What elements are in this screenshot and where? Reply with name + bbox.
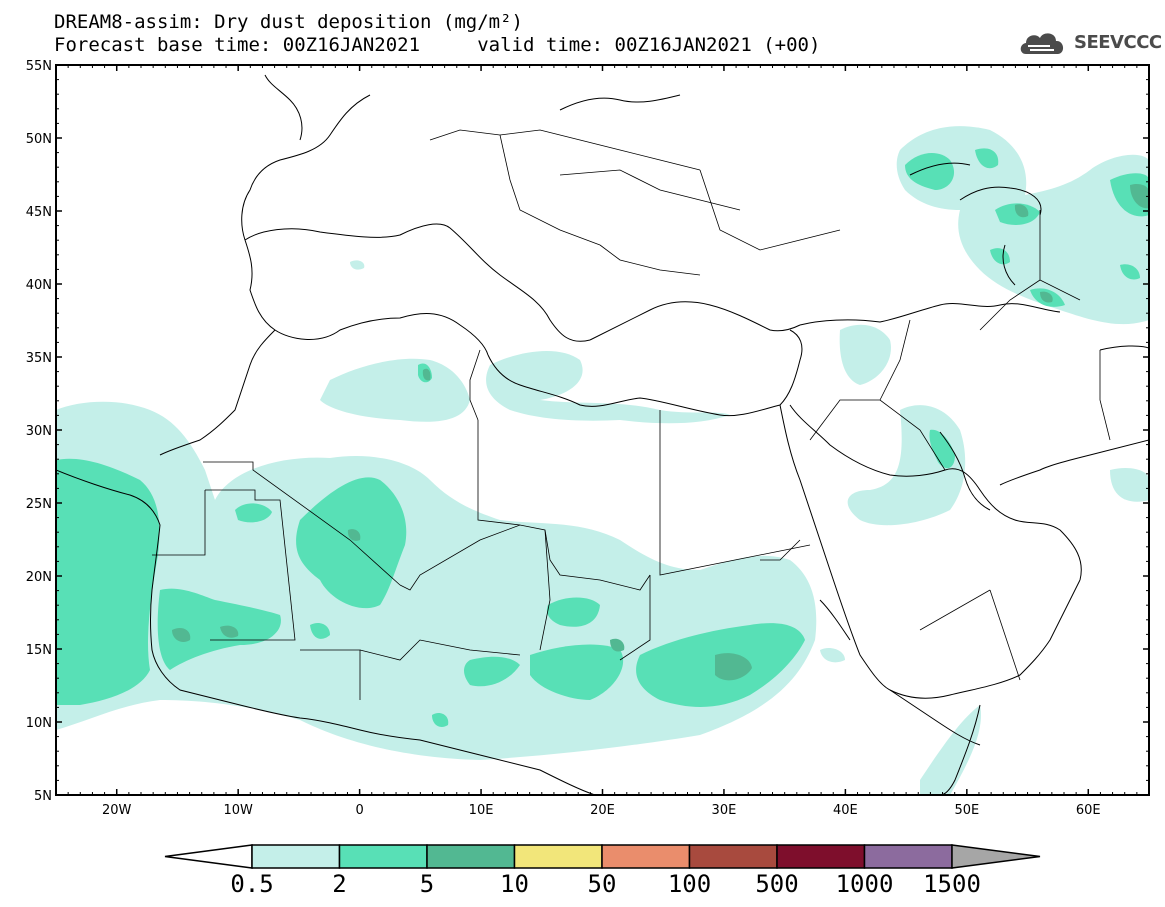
lat-label: 50N (26, 132, 52, 147)
colorbar-swatch (251, 844, 341, 869)
lon-label: 0 (355, 803, 363, 818)
lat-label: 55N (26, 59, 52, 74)
lat-label: 30N (26, 424, 52, 439)
colorbar-label: 1000 (836, 870, 894, 898)
colorbar-swatch (513, 844, 603, 869)
lat-label: 25N (26, 497, 52, 512)
colorbar-over-arrow (951, 844, 1041, 869)
lat-label: 10N (26, 716, 52, 731)
lat-label: 35N (26, 351, 52, 366)
colorbar-label: 0.5 (230, 870, 273, 898)
lon-label: 20W (102, 803, 132, 818)
colorbar-label: 5 (420, 870, 434, 898)
cloud-icon (1020, 33, 1064, 54)
lat-label: 45N (26, 205, 52, 220)
lat-label: 5N (34, 789, 52, 804)
seevccc-logo: SEEVCCC (1018, 26, 1162, 62)
colorbar-under-arrow (164, 844, 253, 869)
colorbar-label: 10 (500, 870, 529, 898)
colorbar-label: 2 (332, 870, 346, 898)
logo-text: SEEVCCC (1074, 32, 1162, 53)
lon-label: 20E (590, 803, 615, 818)
country-borders (152, 129, 1111, 700)
colorbar-swatch (601, 844, 691, 869)
lat-label: 15N (26, 643, 52, 658)
lon-label: 60E (1076, 803, 1101, 818)
lon-label: 10W (223, 803, 253, 818)
colorbar-swatch (426, 844, 516, 869)
dust-deposition-field (56, 126, 1149, 795)
colorbar-label: 50 (588, 870, 617, 898)
colorbar-label: 100 (668, 870, 711, 898)
colorbar-legend: 0.5 2 5 10 50 100 500 1000 1500 (164, 844, 1041, 898)
colorbar-label: 500 (755, 870, 798, 898)
lon-label: 50E (954, 803, 979, 818)
lat-label: 40N (26, 278, 52, 293)
colorbar-swatch (863, 844, 953, 869)
map-title: DREAM8-assim: Dry dust deposition (mg/m²… (54, 11, 523, 33)
coastlines (56, 74, 1149, 795)
forecast-time-subtitle: Forecast base time: 00Z16JAN2021 valid t… (54, 34, 821, 56)
lat-label: 20N (26, 570, 52, 585)
colorbar-swatch (688, 844, 778, 869)
latitude-axis: 55N 50N 45N 40N 35N 30N 25N 20N 15N 10N 5N (26, 59, 1149, 804)
colorbar-swatch (338, 844, 428, 869)
lon-label: 40E (833, 803, 858, 818)
colorbar-swatch (776, 844, 866, 869)
lon-label: 10E (469, 803, 494, 818)
longitude-axis: 20W 10W 0 10E 20E 30E 40E 50E 60E (55, 65, 1150, 818)
colorbar-label: 1500 (923, 870, 981, 898)
lon-label: 30E (712, 803, 737, 818)
